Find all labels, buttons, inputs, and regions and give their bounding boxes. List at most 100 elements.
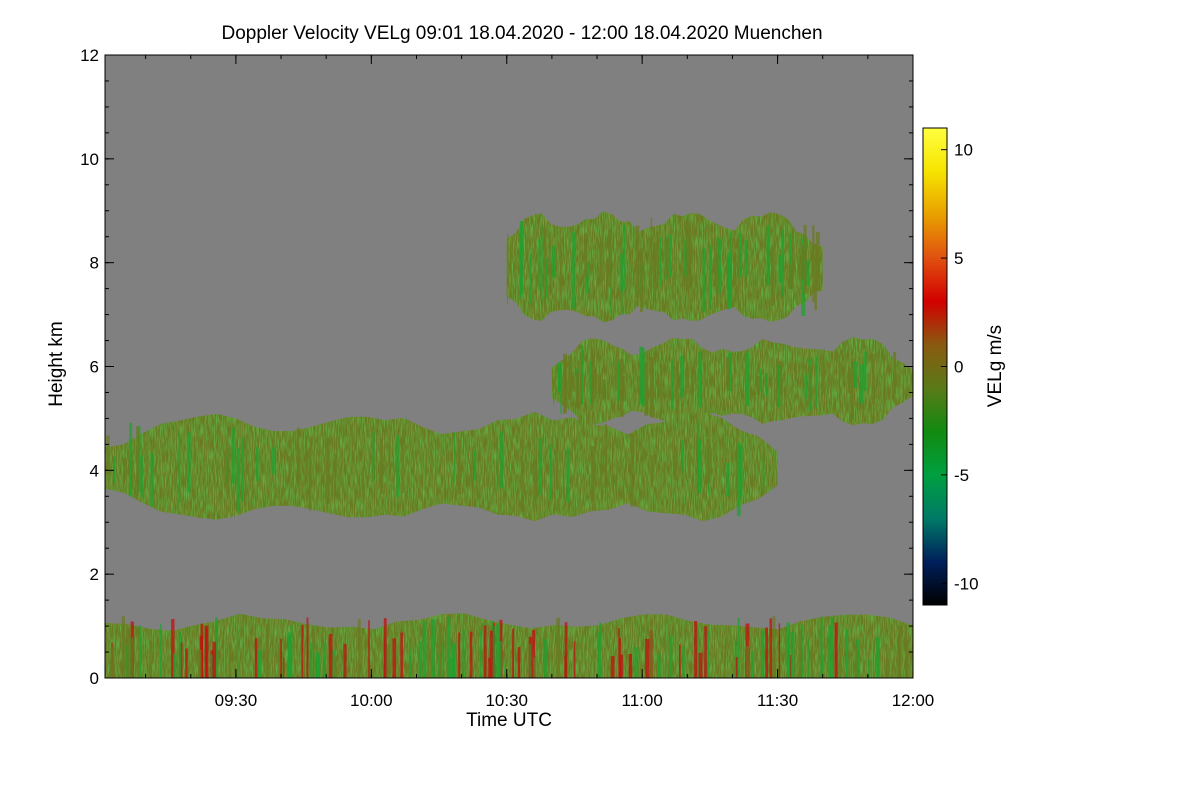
echo-streak xyxy=(197,649,202,678)
echo-streak xyxy=(438,623,443,678)
echo-streak xyxy=(121,616,125,678)
colorbar-tick-label: 10 xyxy=(954,141,973,160)
echo-streak xyxy=(368,620,370,678)
echo-streak xyxy=(245,434,247,508)
echo-streak xyxy=(612,441,614,493)
echo-streak xyxy=(656,232,659,289)
echo-streak xyxy=(606,258,609,291)
echo-streak xyxy=(728,352,732,391)
echo-streak xyxy=(876,637,880,678)
echo-streak xyxy=(690,244,692,310)
echo-streak xyxy=(615,357,617,391)
echo-streak xyxy=(726,463,729,497)
echo-streak xyxy=(789,233,792,290)
echo-streak xyxy=(322,643,326,678)
echo-streak xyxy=(200,623,204,678)
echo-streak xyxy=(545,258,548,298)
echo-streak xyxy=(886,643,888,678)
echo-streak xyxy=(494,626,496,678)
echo-streak xyxy=(471,446,474,500)
echo-streak xyxy=(555,440,559,490)
echo-streak xyxy=(619,359,624,417)
echo-streak xyxy=(462,630,465,678)
echo-streak xyxy=(717,238,721,277)
echo-streak xyxy=(859,364,864,404)
echo-streak xyxy=(241,437,244,502)
echo-streak xyxy=(730,231,732,307)
echo-streak xyxy=(893,352,896,403)
echo-streak xyxy=(113,456,116,483)
echo-streak xyxy=(659,237,662,286)
echo-streak xyxy=(529,643,531,678)
echo-streak xyxy=(620,253,624,292)
echo-streak xyxy=(175,457,177,491)
y-tick-label: 10 xyxy=(80,150,99,169)
echo-streak xyxy=(401,429,404,493)
echo-streak xyxy=(650,217,653,295)
echo-streak xyxy=(215,617,218,678)
echo-streak xyxy=(140,455,144,498)
echo-streak xyxy=(673,445,677,481)
echo-streak xyxy=(534,430,536,502)
echo-streak xyxy=(212,641,217,678)
echo-streak xyxy=(812,225,815,302)
x-tick-label: 09:30 xyxy=(215,691,258,710)
echo-streak xyxy=(714,247,717,287)
echo-streak xyxy=(504,659,506,678)
echo-streak xyxy=(790,631,795,678)
echo-streak xyxy=(850,358,854,420)
echo-streak xyxy=(641,348,645,407)
echo-streak xyxy=(150,453,154,507)
echo-streak xyxy=(496,624,501,678)
echo-streak xyxy=(608,229,612,288)
echo-streak xyxy=(106,435,110,476)
echo-streak xyxy=(834,622,838,678)
echo-streak xyxy=(681,440,684,472)
y-tick-label: 8 xyxy=(90,254,99,273)
echo-streak xyxy=(649,357,654,418)
echo-streak xyxy=(255,447,259,481)
echo-streak xyxy=(496,444,498,491)
echo-streak xyxy=(600,448,603,497)
echo-streak xyxy=(549,444,553,501)
echo-streak xyxy=(521,439,524,513)
echo-streak xyxy=(312,628,315,678)
echo-streak xyxy=(431,619,435,678)
echo-streak xyxy=(500,431,504,488)
echo-streak xyxy=(863,351,867,391)
echo-streak xyxy=(532,629,535,678)
echo-streak xyxy=(726,357,730,391)
echo-streak xyxy=(735,657,738,678)
echo-streak xyxy=(734,640,737,678)
colorbar-tick-label: -5 xyxy=(954,466,969,485)
echo-streak xyxy=(383,618,387,678)
echo-streak xyxy=(429,648,431,678)
echo-streak xyxy=(805,260,810,286)
echo-streak xyxy=(621,375,625,402)
echo-streak xyxy=(610,656,615,678)
echo-streak xyxy=(333,453,337,491)
echo-streak xyxy=(226,448,230,495)
echo-streak xyxy=(533,657,537,678)
echo-streak xyxy=(688,452,691,479)
echo-streak xyxy=(400,632,403,678)
echo-streak xyxy=(808,365,811,402)
echo-streak xyxy=(808,638,810,678)
echo-streak xyxy=(657,653,661,678)
echo-streak xyxy=(572,371,575,392)
echo-streak xyxy=(482,623,485,678)
echo-streak xyxy=(480,630,482,678)
echo-streak xyxy=(109,659,113,678)
echo-streak xyxy=(585,261,589,293)
colorbar-label: VELg m/s xyxy=(985,325,1006,407)
echo-streak xyxy=(756,375,761,395)
echo-streak xyxy=(507,233,509,304)
echo-streak xyxy=(707,631,709,678)
echo-streak xyxy=(257,650,262,678)
echo-streak xyxy=(698,652,703,678)
echo-streak xyxy=(738,233,742,277)
echo-streak xyxy=(210,654,214,678)
echo-streak xyxy=(653,242,656,303)
echo-streak xyxy=(745,353,750,406)
echo-streak xyxy=(418,641,423,678)
